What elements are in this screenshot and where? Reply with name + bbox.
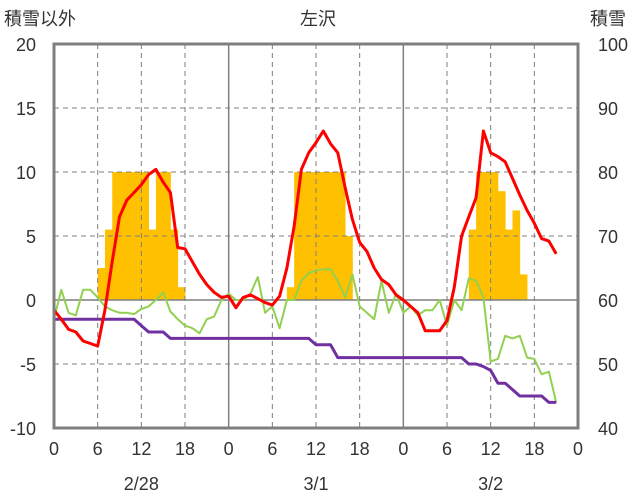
left-tick-label: 20 (16, 35, 36, 55)
snow-bar (286, 287, 295, 300)
left-tick-label: -10 (10, 419, 36, 439)
x-tick-label: 6 (267, 439, 277, 459)
snow-bar (104, 229, 113, 300)
chart-title: 左沢 (300, 9, 336, 29)
snow-bar (155, 172, 164, 300)
snow-bar (177, 287, 186, 300)
x-tick-label: 0 (224, 439, 234, 459)
snow-bar (337, 172, 346, 300)
day-label: 3/1 (303, 474, 328, 494)
x-tick-label: 18 (524, 439, 544, 459)
right-axis-title: 積雪 (590, 9, 626, 29)
plot-border (52, 42, 580, 430)
red-series-line (52, 129, 558, 348)
snow-bar (512, 210, 521, 300)
left-axis-title: 積雪以外 (4, 9, 76, 29)
snow-bar (97, 268, 106, 300)
right-tick-label: 70 (598, 227, 618, 247)
snow-bar (163, 172, 171, 300)
left-tick-label: 10 (16, 163, 36, 183)
right-tick-label: 80 (598, 163, 618, 183)
x-tick-label: 12 (131, 439, 151, 459)
left-tick-label: 15 (16, 99, 36, 119)
snow-bar (119, 172, 128, 300)
right-tick-label: 50 (598, 355, 618, 375)
snow-bar (497, 191, 506, 300)
purple-series-line (54, 317, 557, 404)
snow-bar (505, 229, 513, 300)
right-tick-label: 60 (598, 291, 618, 311)
x-tick-label: 0 (49, 439, 59, 459)
snow-bar (301, 172, 310, 300)
series-lines (52, 129, 558, 404)
snow-bar (170, 229, 179, 300)
right-tick-label: 90 (598, 99, 618, 119)
snow-bar (308, 172, 317, 300)
gridlines (54, 44, 578, 428)
x-tick-label: 6 (93, 439, 103, 459)
snow-bar (519, 274, 528, 300)
x-tick-label: 6 (442, 439, 452, 459)
snow-bar (345, 236, 353, 300)
green-series-line (53, 268, 558, 403)
left-tick-label: -5 (20, 355, 36, 375)
x-tick-label: 0 (398, 439, 408, 459)
snow-bar (490, 172, 499, 300)
right-tick-label: 100 (598, 35, 628, 55)
day-label: 2/28 (124, 474, 159, 494)
x-tick-label: 0 (573, 439, 583, 459)
x-tick-label: 18 (175, 439, 195, 459)
right-tick-label: 40 (598, 419, 618, 439)
x-tick-label: 12 (481, 439, 501, 459)
x-tick-label: 18 (350, 439, 370, 459)
plot-frame (52, 42, 580, 430)
x-tick-label: 12 (306, 439, 326, 459)
left-tick-label: 5 (26, 227, 36, 247)
left-tick-label: 0 (26, 291, 36, 311)
snow-bar (148, 229, 157, 300)
day-label: 3/2 (478, 474, 503, 494)
snow-bar (468, 229, 477, 300)
